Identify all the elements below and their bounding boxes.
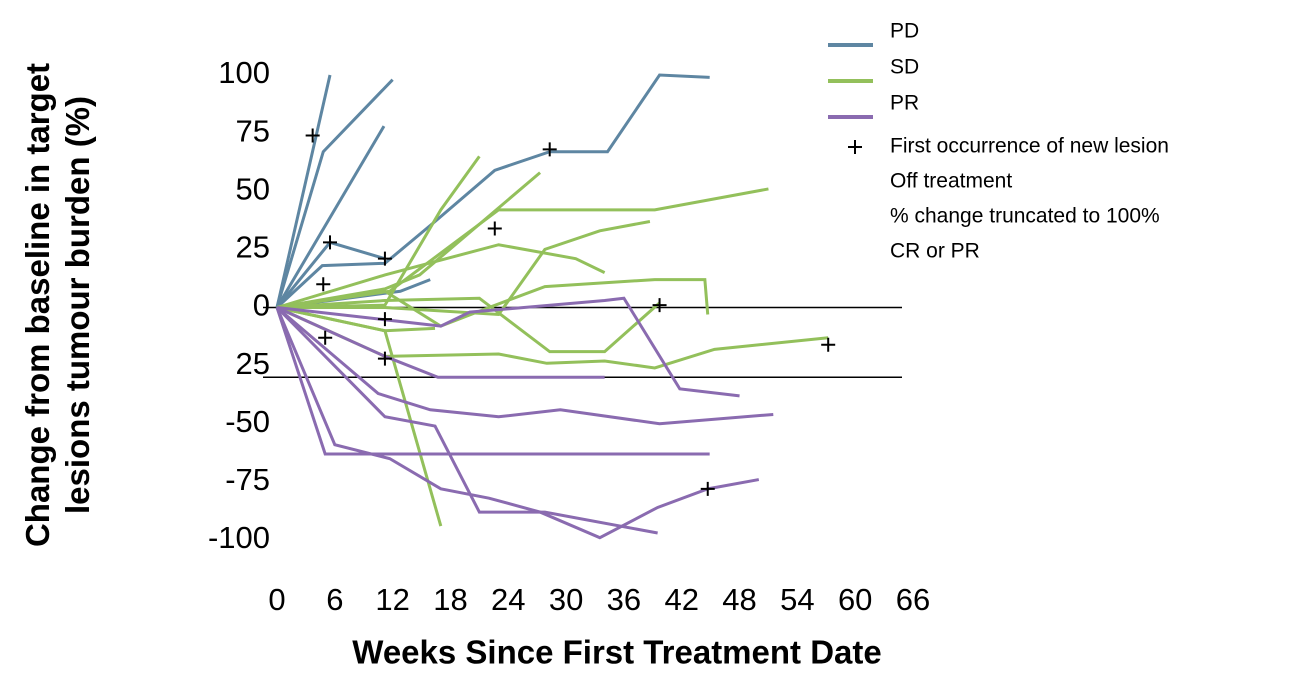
new-lesion-marker <box>377 351 392 366</box>
series-line <box>275 78 394 308</box>
new-lesion-marker <box>316 277 331 292</box>
series-line <box>276 306 436 333</box>
x-tick-label: 60 <box>838 582 872 617</box>
new-lesion-marker <box>323 235 337 250</box>
series-line <box>275 125 386 309</box>
legend-label: First occurrence of new lesion <box>890 135 1169 158</box>
series-line <box>276 296 740 398</box>
y-tick-label: -75 <box>225 462 270 497</box>
new-lesion-marker <box>821 337 836 352</box>
new-lesion-marker <box>487 221 502 236</box>
x-tick-label: 54 <box>780 582 814 617</box>
x-tick-label: 18 <box>433 582 467 617</box>
legend-label: PD <box>890 20 919 43</box>
x-tick-label: 30 <box>549 582 583 617</box>
new-lesion-marker <box>377 312 392 327</box>
series-line <box>276 306 774 426</box>
series-line <box>275 306 760 540</box>
y-tick-label: -50 <box>225 404 270 439</box>
y-tick-label: 100 <box>218 55 270 90</box>
y-axis-label-line: lesions tumour burden (%) <box>59 96 96 514</box>
x-tick-label: 66 <box>896 582 930 617</box>
y-tick-label: -100 <box>208 520 270 555</box>
legend-label: SD <box>890 56 919 79</box>
series-line <box>275 73 710 309</box>
new-lesion-marker <box>305 128 320 143</box>
new-lesion-marker <box>377 251 392 266</box>
y-tick-label: 50 <box>236 171 270 206</box>
x-tick-label: 36 <box>607 582 641 617</box>
series-line <box>276 278 710 328</box>
x-tick-label: 12 <box>375 582 409 617</box>
series-line <box>277 220 651 317</box>
x-axis-label: Weeks Since First Treatment Date <box>352 634 881 671</box>
new-lesion-marker <box>700 481 715 496</box>
series-line <box>276 306 443 527</box>
series-line <box>276 296 661 354</box>
y-tick-label: 0 <box>253 288 270 323</box>
series-line <box>276 306 829 370</box>
legend-label: PR <box>890 92 919 115</box>
new-lesion-marker <box>318 330 333 345</box>
legend-label: CR or PR <box>890 240 980 263</box>
x-tick-label: 48 <box>722 582 756 617</box>
legend-label: Off treatment <box>890 170 1012 193</box>
y-tick-label: 75 <box>236 113 270 148</box>
series-line <box>276 243 606 309</box>
series-line <box>275 306 658 535</box>
legend-label: % change truncated to 100% <box>890 205 1160 228</box>
new-lesion-marker <box>652 298 667 313</box>
x-tick-label: 6 <box>326 582 343 617</box>
series-line <box>275 74 332 308</box>
y-tick-label: 25 <box>236 346 270 381</box>
y-tick-label: 25 <box>236 230 270 265</box>
y-axis-label-line: Change from baseline in target <box>19 63 56 547</box>
y-axis-label: Change from baseline in targetlesions tu… <box>19 63 96 547</box>
new-lesion-marker <box>542 142 557 157</box>
x-tick-label: 0 <box>268 582 285 617</box>
series-line <box>275 307 710 456</box>
x-tick-label: 24 <box>491 582 525 617</box>
x-tick-label: 42 <box>664 582 698 617</box>
series-line <box>276 306 605 379</box>
legend-marker <box>848 140 862 154</box>
